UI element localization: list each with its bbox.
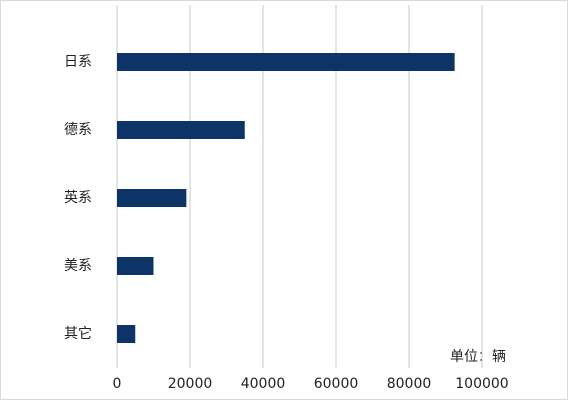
y-tick-label: 日系 — [64, 54, 92, 70]
x-tick-label: 80000 — [387, 376, 432, 392]
y-tick-label: 英系 — [64, 189, 92, 206]
x-tick-label: 20000 — [168, 376, 213, 392]
y-tick-label: 美系 — [64, 258, 92, 274]
y-tick-label: 德系 — [64, 122, 92, 138]
unit-annotation: 单位：辆 — [450, 349, 506, 365]
x-tick-label: 60000 — [314, 376, 359, 392]
x-tick-label: 40000 — [241, 376, 286, 392]
x-tick-label: 0 — [113, 376, 122, 392]
bar — [117, 53, 455, 71]
x-tick-label: 100000 — [455, 376, 508, 392]
bar — [117, 257, 154, 275]
bar — [117, 325, 136, 343]
y-tick-label: 其它 — [64, 325, 92, 342]
bar — [117, 121, 245, 139]
bar — [117, 189, 187, 207]
